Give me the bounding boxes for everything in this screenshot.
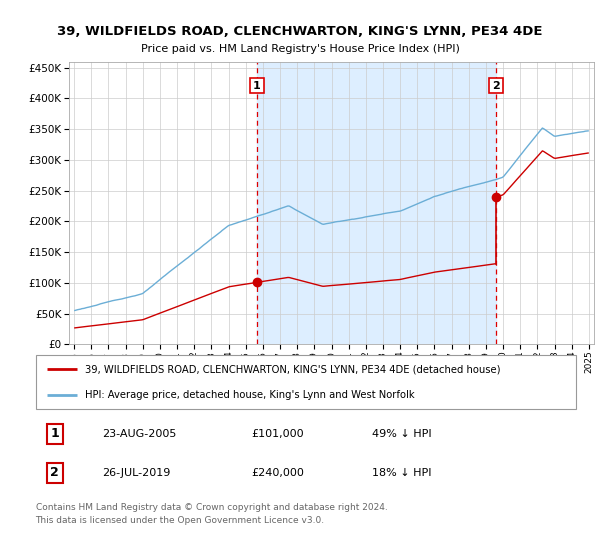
Text: 26-JUL-2019: 26-JUL-2019 — [102, 468, 170, 478]
Text: 49% ↓ HPI: 49% ↓ HPI — [372, 429, 432, 439]
Text: 39, WILDFIELDS ROAD, CLENCHWARTON, KING'S LYNN, PE34 4DE: 39, WILDFIELDS ROAD, CLENCHWARTON, KING'… — [57, 25, 543, 38]
Text: 1: 1 — [253, 81, 261, 91]
Text: 1: 1 — [50, 427, 59, 440]
Text: HPI: Average price, detached house, King's Lynn and West Norfolk: HPI: Average price, detached house, King… — [85, 390, 415, 400]
Text: £240,000: £240,000 — [251, 468, 304, 478]
Text: 18% ↓ HPI: 18% ↓ HPI — [372, 468, 432, 478]
Text: Price paid vs. HM Land Registry's House Price Index (HPI): Price paid vs. HM Land Registry's House … — [140, 44, 460, 54]
Text: 39, WILDFIELDS ROAD, CLENCHWARTON, KING'S LYNN, PE34 4DE (detached house): 39, WILDFIELDS ROAD, CLENCHWARTON, KING'… — [85, 364, 500, 374]
FancyBboxPatch shape — [35, 355, 577, 409]
Text: 2: 2 — [50, 466, 59, 479]
Text: 23-AUG-2005: 23-AUG-2005 — [102, 429, 176, 439]
Text: 2: 2 — [492, 81, 500, 91]
Text: Contains HM Land Registry data © Crown copyright and database right 2024.
This d: Contains HM Land Registry data © Crown c… — [35, 503, 387, 525]
Text: £101,000: £101,000 — [251, 429, 304, 439]
Bar — [257, 62, 496, 344]
